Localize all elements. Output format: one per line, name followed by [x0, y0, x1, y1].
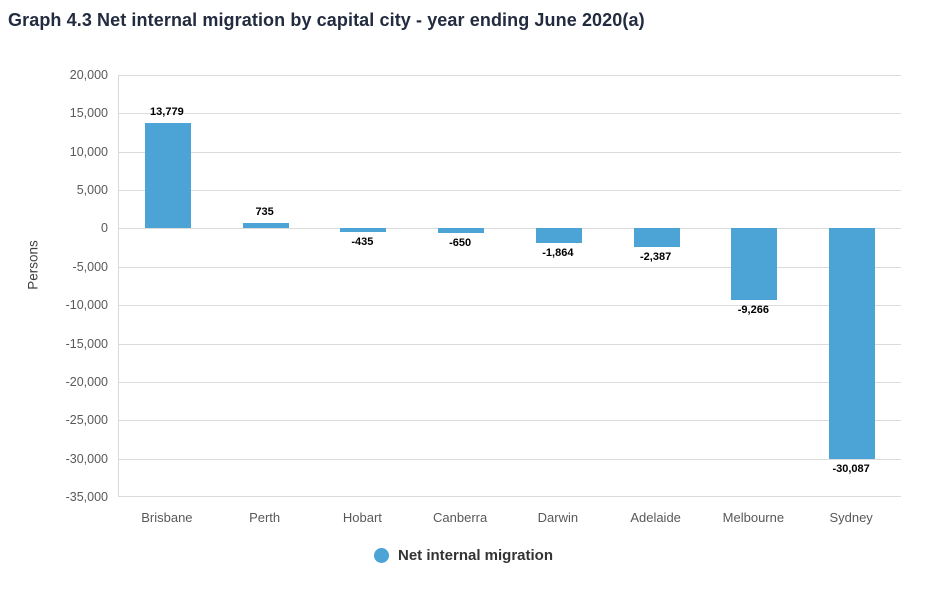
- gridline: [119, 343, 901, 345]
- y-tick-label: -10,000: [65, 298, 108, 313]
- bar-perth: [242, 222, 289, 229]
- y-tick-label: -20,000: [65, 374, 108, 389]
- gridline: [119, 228, 901, 230]
- bar-value-label: -650: [449, 237, 472, 250]
- bar-hobart: [340, 228, 387, 232]
- bar-value-label: 735: [255, 205, 274, 218]
- y-tick-label: -15,000: [65, 336, 108, 351]
- bar-canberra: [438, 228, 485, 234]
- gridline: [119, 190, 901, 192]
- bar-darwin: [535, 228, 582, 243]
- x-tick-label-hobart: Hobart: [342, 510, 382, 525]
- legend-label: Net internal migration: [397, 547, 554, 564]
- y-tick-label: 5,000: [76, 183, 108, 198]
- bar-brisbane: [144, 122, 191, 229]
- gridline: [119, 266, 901, 268]
- legend: Net internal migration: [0, 547, 927, 564]
- bar-adelaide: [633, 228, 680, 247]
- chart-title: Graph 4.3 Net internal migration by capi…: [8, 10, 645, 30]
- plot-area: [118, 75, 901, 497]
- gridline: [119, 113, 901, 115]
- gridline: [119, 420, 901, 422]
- x-tick-label-darwin: Darwin: [537, 510, 579, 525]
- y-tick-label: 0: [101, 221, 108, 236]
- gridline: [119, 151, 901, 153]
- bar-value-label: -30,087: [832, 463, 870, 476]
- gridline: [119, 75, 901, 76]
- x-tick-label-sydney: Sydney: [829, 510, 873, 525]
- y-tick-label: -30,000: [65, 451, 108, 466]
- y-tick-label: -35,000: [65, 490, 108, 504]
- gridline: [119, 305, 901, 307]
- bar-value-label: 13,779: [150, 105, 184, 118]
- y-tick-label: 10,000: [69, 144, 108, 159]
- bar-sydney: [829, 228, 876, 460]
- x-tick-label-brisbane: Brisbane: [141, 510, 193, 525]
- y-tick-label: -25,000: [65, 413, 108, 428]
- bar-value-label: -9,266: [737, 303, 769, 316]
- x-tick-label-perth: Perth: [249, 510, 281, 525]
- y-tick-label: 15,000: [69, 106, 108, 121]
- gridline: [119, 458, 901, 460]
- bar-value-label: -435: [351, 235, 374, 248]
- bar-melbourne: [731, 228, 778, 300]
- x-tick-label-canberra: Canberra: [433, 510, 488, 525]
- x-tick-label-melbourne: Melbourne: [722, 510, 785, 525]
- gridline: [119, 381, 901, 383]
- y-tick-label: 20,000: [69, 68, 108, 82]
- gridline: [119, 496, 901, 497]
- bar-value-label: -1,864: [542, 246, 574, 259]
- x-tick-label-adelaide: Adelaide: [630, 510, 681, 525]
- bar-value-label: -2,387: [640, 250, 672, 263]
- legend-marker-circle-icon: [373, 548, 389, 563]
- y-tick-label: -5,000: [72, 259, 108, 274]
